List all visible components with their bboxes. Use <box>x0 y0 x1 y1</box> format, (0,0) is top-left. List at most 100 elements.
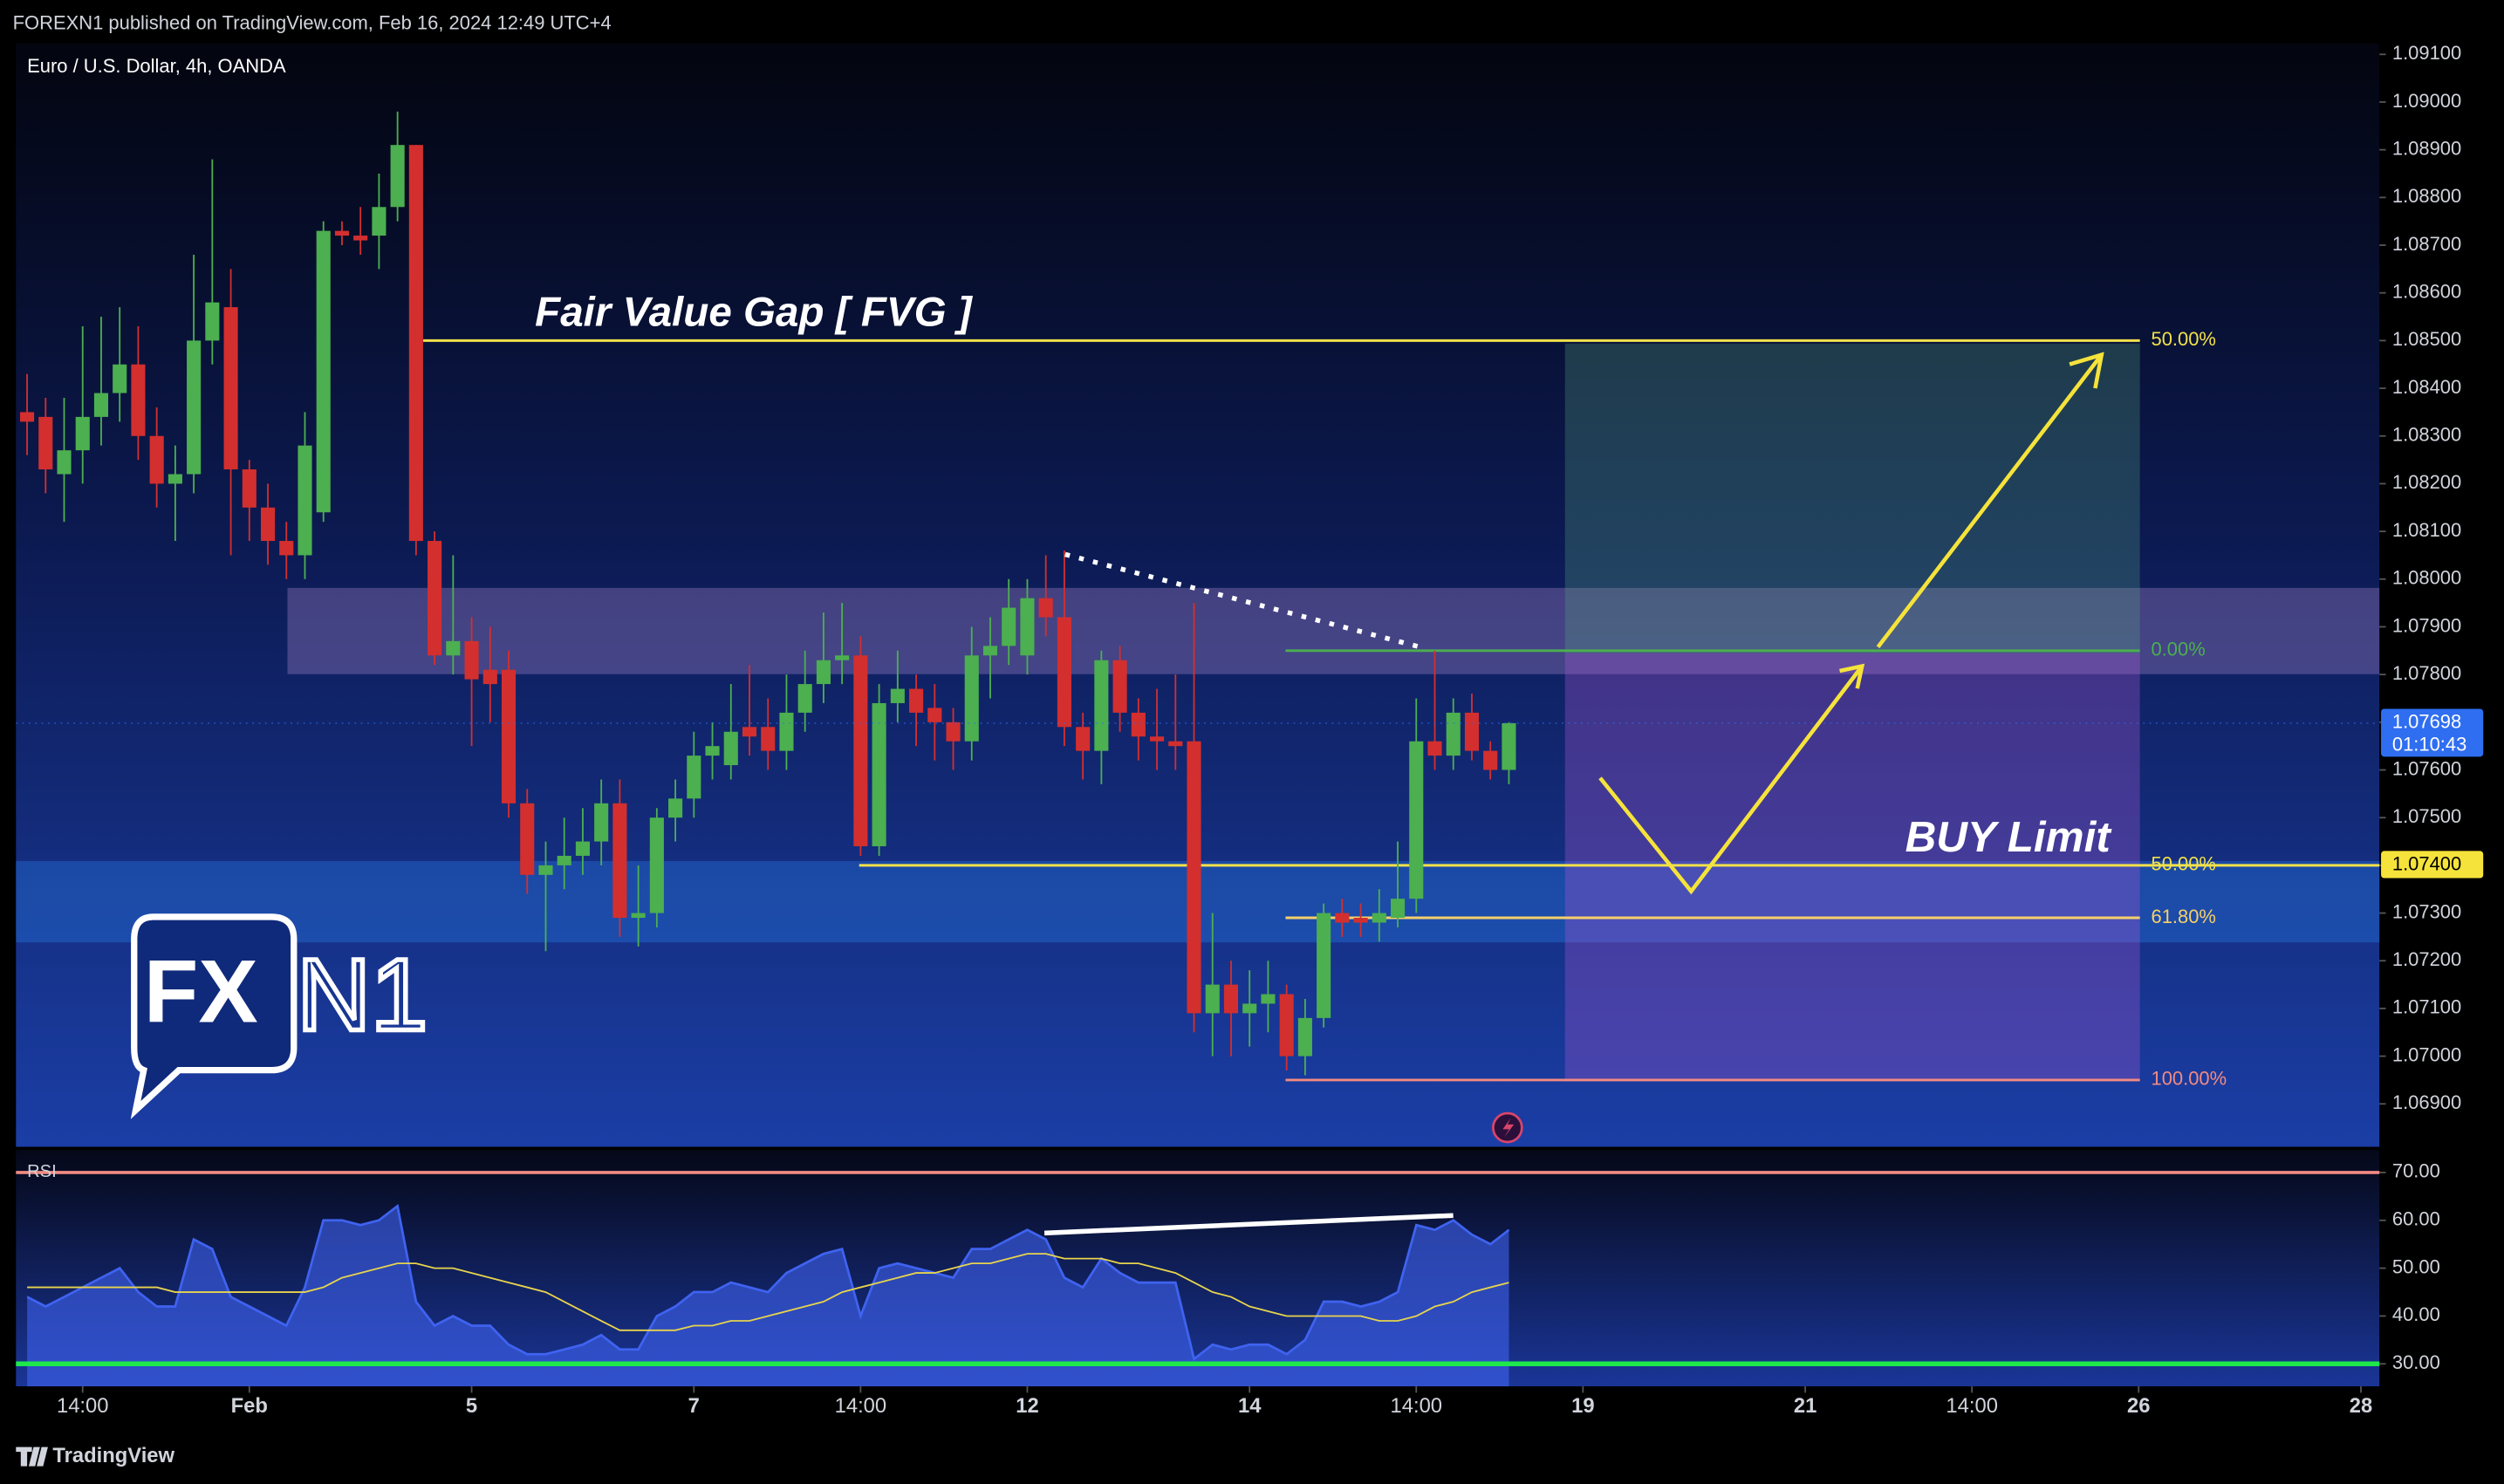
candle-body <box>1483 750 1498 770</box>
y-tick-label: 1.07500 <box>2392 805 2461 827</box>
candle-body <box>982 646 998 656</box>
candle-body <box>1187 741 1201 1014</box>
candle-body <box>1038 598 1053 618</box>
arrow-head <box>1839 663 1865 689</box>
candle-body <box>723 731 738 766</box>
candle-body <box>1094 660 1109 751</box>
candle-body <box>1464 712 1480 751</box>
trend-dotted <box>1064 551 1427 652</box>
buy-limit-label: BUY Limit <box>1905 813 2113 861</box>
x-tick-label: 14:00 <box>57 1394 109 1418</box>
target-arrow <box>1876 353 2104 648</box>
candle-body <box>1020 598 1035 656</box>
logo-n1: N1 <box>297 938 428 1052</box>
y-tick-label: 1.07000 <box>2392 1043 2461 1065</box>
y-tick-label: 1.08200 <box>2392 471 2461 493</box>
candle-body <box>1205 984 1220 1014</box>
fib-label: 50.00% <box>2151 328 2215 350</box>
candle-body <box>1502 722 1516 770</box>
fib-label: 61.80% <box>2151 906 2215 927</box>
candle-body <box>1223 984 1239 1014</box>
footer-brand: TradingView <box>52 1444 174 1467</box>
candle-body <box>260 507 276 542</box>
candle-body <box>19 412 35 422</box>
candle-body <box>1390 899 1406 919</box>
candle-body <box>279 541 294 556</box>
y-tick-label: 1.07300 <box>2392 900 2461 922</box>
candle-body <box>946 721 961 742</box>
candle-body <box>761 727 776 751</box>
candle-body <box>1446 712 1461 756</box>
candle-body <box>316 230 331 513</box>
y-tick-label: 50.00 <box>2392 1255 2440 1277</box>
supply-zone <box>287 587 2380 674</box>
candle-body <box>57 450 72 475</box>
candle-body <box>1261 994 1276 1004</box>
y-tick-label: 1.09100 <box>2392 42 2461 64</box>
y-tick-label: 40.00 <box>2392 1303 2440 1325</box>
candle-body <box>1335 913 1350 923</box>
y-tick-label: 1.08000 <box>2392 567 2461 589</box>
logo-bubble <box>130 913 298 1119</box>
candle-body <box>575 841 590 856</box>
y-tick-label: 1.07200 <box>2392 948 2461 970</box>
candle-body <box>131 364 146 436</box>
candle-body <box>649 817 664 913</box>
candle-body <box>835 655 850 660</box>
rsi-line <box>27 1253 1509 1331</box>
candle-body <box>705 746 720 756</box>
candle-body <box>428 541 442 656</box>
candle-body <box>1168 741 1183 747</box>
candle-body <box>75 416 90 451</box>
rsi-divergence <box>1043 1213 1454 1236</box>
candle-body <box>408 145 423 542</box>
x-tick-label: 7 <box>688 1394 700 1418</box>
plot: 1.09100 1.09000 1.08900 1.08800 1.08700 1.086… <box>16 42 2484 1418</box>
candle-body <box>538 865 553 875</box>
candle-body <box>372 207 387 236</box>
candle-body <box>557 855 571 865</box>
candle-body <box>187 340 202 475</box>
candle-body <box>909 688 924 713</box>
candle-body <box>446 640 461 656</box>
candle-body <box>1131 712 1146 737</box>
y-tick-label: 1.06900 <box>2392 1091 2461 1113</box>
candle-body <box>816 660 831 685</box>
candle-body <box>298 445 312 556</box>
y-tick-label: 30.00 <box>2392 1351 2440 1373</box>
candle-body <box>1372 913 1386 923</box>
candle-body <box>482 669 497 685</box>
candle-body <box>113 364 127 393</box>
x-tick-label: 14:00 <box>835 1394 887 1418</box>
logo-fx: FX <box>144 940 258 1041</box>
price-tag-countdown: 01:10:43 <box>2392 733 2466 755</box>
tv-icon <box>16 1446 48 1467</box>
publish-header: FOREXN1 published on TradingView.com, Fe… <box>13 12 612 34</box>
candle-body <box>1353 918 1368 923</box>
candle-body <box>1076 727 1091 751</box>
candle-body <box>501 669 517 804</box>
target-box <box>1564 343 2140 653</box>
x-tick-label: 28 <box>2350 1394 2372 1418</box>
candle-body <box>612 803 627 919</box>
x-tick-label: 19 <box>1571 1394 1594 1418</box>
x-tick-label: 21 <box>1794 1394 1816 1418</box>
y-tick-label: 1.08800 <box>2392 185 2461 207</box>
x-tick-label: 12 <box>1016 1394 1038 1418</box>
x-tick-label: 14:00 <box>1946 1394 1998 1418</box>
symbol-title: Euro / U.S. Dollar, 4h, OANDA <box>27 55 286 77</box>
x-tick-label: 14 <box>1238 1394 1262 1418</box>
y-tick-label: 1.07800 <box>2392 662 2461 684</box>
candle-body <box>464 640 479 680</box>
candle-body <box>353 236 368 241</box>
y-tick-label: 1.08400 <box>2392 376 2461 398</box>
path-arrow <box>1598 665 1864 895</box>
y-tick-label: 70.00 <box>2392 1160 2440 1182</box>
candle-body <box>168 474 182 484</box>
fvg-label: Fair Value Gap [ FVG ] <box>535 289 974 335</box>
candle-body <box>964 655 979 742</box>
candle-body <box>93 393 109 417</box>
candle-body <box>242 469 257 508</box>
